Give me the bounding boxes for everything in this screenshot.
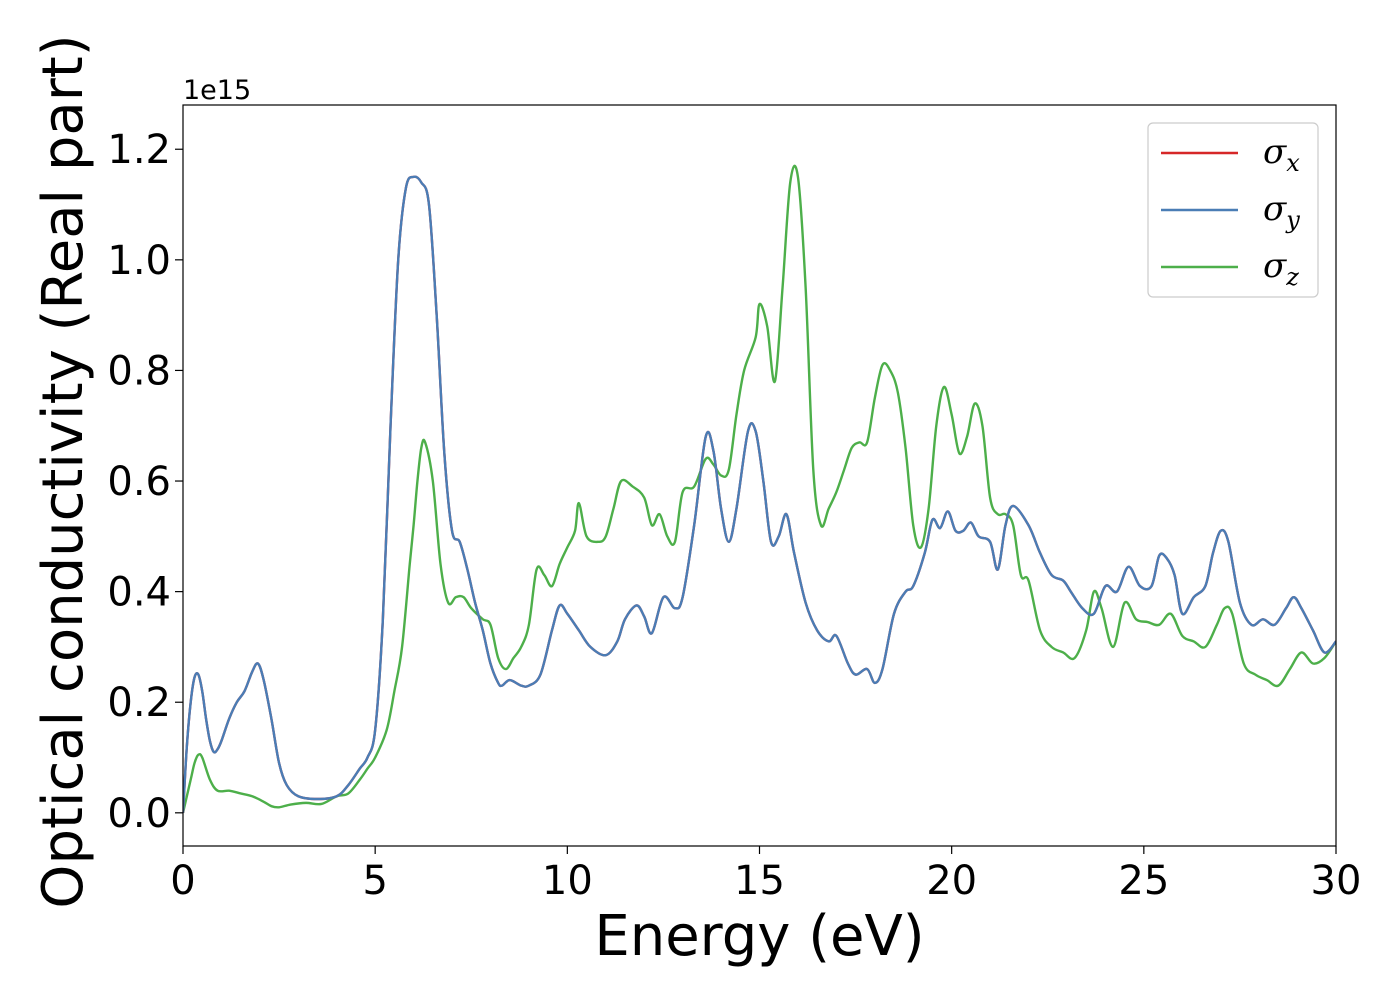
legend-label-sigma-x: σx: [1263, 132, 1300, 177]
y-tick-label: 1.2: [107, 127, 171, 173]
x-tick-label: 0: [170, 858, 195, 904]
x-tick-label: 20: [926, 858, 977, 904]
series-line-sigma-z: [183, 164, 1336, 814]
y-tick-label: 0.2: [107, 680, 171, 726]
y-axis-ticks: 0.0 0.2 0.4 0.6 0.8 1.0 1.2: [107, 127, 183, 837]
x-tick-label: 30: [1311, 858, 1362, 904]
y-tick-label: 0.8: [107, 348, 171, 394]
legend-label-sigma-z: σz: [1263, 246, 1299, 291]
y-axis-title: Optical conductivity (Real part): [31, 34, 96, 908]
x-axis-ticks: 0 5 10 15 20 25 30: [170, 846, 1361, 904]
x-tick-label: 10: [542, 858, 593, 904]
legend-label-sigma-y: σy: [1263, 189, 1300, 234]
y-tick-label: 0.0: [107, 791, 171, 837]
y-tick-label: 1.0: [107, 238, 171, 284]
x-tick-label: 15: [734, 858, 785, 904]
y-tick-label: 0.4: [107, 570, 171, 616]
x-tick-label: 25: [1118, 858, 1169, 904]
x-tick-label: 5: [362, 858, 387, 904]
y-tick-label: 0.6: [107, 459, 171, 505]
plot-lines: [183, 164, 1336, 814]
legend: σx σy σz: [1147, 122, 1319, 298]
y-axis-offset-label: 1e15: [183, 75, 251, 106]
x-axis-title: Energy (eV): [594, 904, 924, 969]
series-line-sigma-y: [183, 175, 1336, 813]
